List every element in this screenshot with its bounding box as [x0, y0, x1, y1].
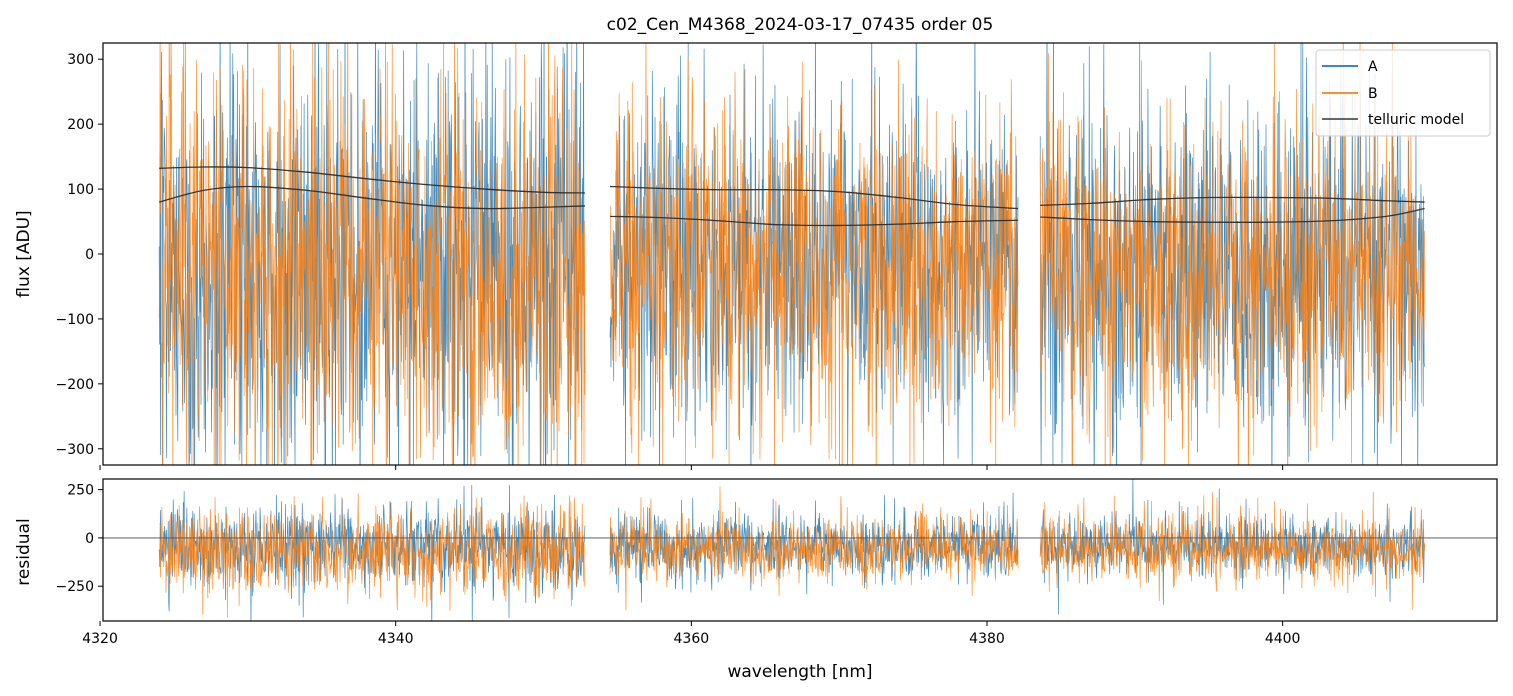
main-y-tick-label: −200: [56, 377, 94, 393]
legend: A B telluric model: [1315, 49, 1491, 137]
main-plot-area: [158, 43, 1425, 465]
main-y-tick-label: 200: [67, 117, 94, 133]
residual-plot-area: [103, 479, 1497, 621]
x-axis-label: wavelength [nm]: [727, 662, 872, 682]
x-tick-label: 4360: [674, 631, 710, 647]
residual-x-ticks: 4320 4340 4360 4380 4400: [82, 621, 1300, 647]
telluric-model-curve-3: [610, 185, 1019, 210]
x-tick-label: 4400: [1265, 631, 1301, 647]
residual-y-tick-label: 250: [67, 483, 94, 499]
main-y-tick-label: 100: [67, 182, 94, 198]
legend-label-b: B: [1368, 86, 1378, 102]
residual-y-tick-label: 0: [85, 531, 94, 547]
main-x-ticks: [99, 465, 1284, 470]
legend-label-telluric: telluric model: [1368, 112, 1464, 128]
telluric-model-curve-4: [610, 215, 1019, 227]
main-y-ticks: −300 −200 −100 0 100 200 300: [56, 52, 103, 458]
residual-a-segment-3: [1039, 479, 1425, 615]
chart-title: c02_Cen_M4368_2024-03-17_07435 order 05: [607, 15, 994, 35]
telluric-model-curve-1: [159, 166, 585, 194]
series-b-segment-3: [1039, 43, 1425, 465]
main-y-tick-label: 0: [85, 247, 94, 263]
residual-a-segment-1: [158, 485, 586, 621]
legend-box: [1315, 49, 1491, 137]
main-y-tick-label: −300: [56, 442, 94, 458]
residual-panel: −250 0 250 4320 4340 4360 4380 4400 residual w…: [14, 478, 1498, 682]
residual-b-segment-3: [1039, 491, 1425, 610]
x-tick-label: 4340: [378, 631, 414, 647]
main-y-axis-label: flux [ADU]: [14, 210, 34, 297]
residual-b-segment-1: [158, 493, 586, 618]
main-y-tick-label: 300: [67, 52, 94, 68]
x-tick-label: 4320: [82, 631, 118, 647]
residual-y-ticks: −250 0 250: [56, 483, 103, 595]
series-b-segment-1: [158, 43, 586, 465]
telluric-model-curve-6: [1040, 207, 1425, 223]
main-panel: −300 −200 −100 0 100 200 300 flux [ADU] A B te…: [14, 42, 1498, 470]
residual-axes-frame: [102, 478, 1498, 622]
series-a-segment-2: [609, 43, 1019, 465]
telluric-model-curve-2: [159, 185, 585, 210]
x-tick-label: 4380: [969, 631, 1005, 647]
legend-label-a: A: [1368, 59, 1378, 75]
main-y-tick-label: −100: [56, 312, 94, 328]
series-b-segment-2: [609, 43, 1019, 465]
residual-b-segment-2: [609, 486, 1019, 611]
residual-y-axis-label: residual: [14, 518, 34, 585]
telluric-model-curve-5: [1040, 196, 1425, 206]
residual-y-tick-label: −250: [56, 579, 94, 595]
